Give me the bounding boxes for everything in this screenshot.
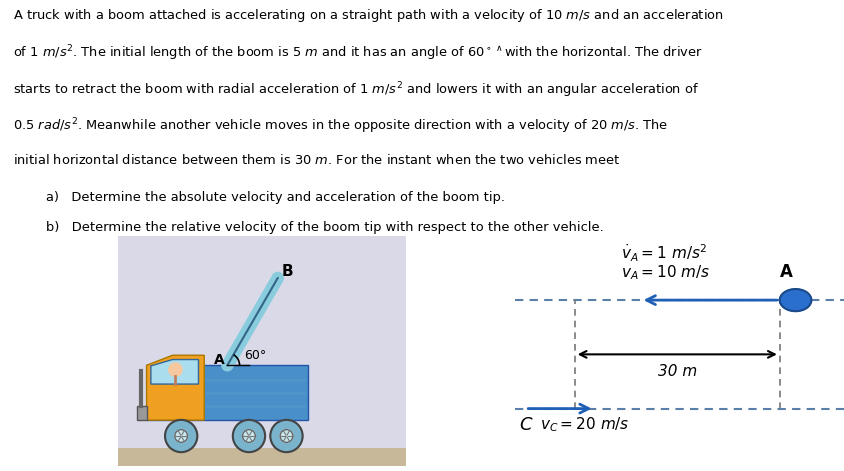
Text: $\mathit{C}$: $\mathit{C}$ [518, 415, 533, 433]
Circle shape [270, 420, 302, 452]
Text: 60°: 60° [244, 349, 266, 362]
Text: b)   Determine the relative velocity of the boom tip with respect to the other v: b) Determine the relative velocity of th… [46, 221, 603, 235]
Circle shape [242, 430, 255, 442]
Text: of 1 $m/s^2$. The initial length of the boom is 5 $m$ and it has an angle of 60$: of 1 $m/s^2$. The initial length of the … [13, 44, 701, 63]
Polygon shape [138, 406, 146, 420]
Text: A: A [214, 353, 224, 367]
Circle shape [779, 289, 810, 311]
Circle shape [165, 420, 197, 452]
Polygon shape [146, 365, 308, 420]
Circle shape [175, 430, 187, 442]
Circle shape [169, 363, 181, 376]
Text: initial horizontal distance between them is 30 $m$. For the instant when the two: initial horizontal distance between them… [13, 153, 619, 167]
Circle shape [280, 430, 293, 442]
Text: 30 m: 30 m [657, 364, 696, 379]
Text: $\mathbf{A}$: $\mathbf{A}$ [778, 263, 793, 281]
Polygon shape [146, 355, 204, 420]
Text: B: B [281, 264, 293, 279]
Text: $v_C = 20\ m/s$: $v_C = 20\ m/s$ [539, 415, 629, 434]
Text: 0.5 $rad/s^2$. Meanwhile another vehicle moves in the opposite direction with a : 0.5 $rad/s^2$. Meanwhile another vehicle… [13, 116, 668, 136]
Text: $v_A = 10\ m/s$: $v_A = 10\ m/s$ [620, 263, 710, 282]
Text: $\dot{v}_A = 1\ m/s^2$: $\dot{v}_A = 1\ m/s^2$ [620, 243, 706, 264]
Polygon shape [151, 359, 198, 384]
FancyBboxPatch shape [117, 236, 406, 466]
Polygon shape [117, 447, 406, 466]
Text: A truck with a boom attached is accelerating on a straight path with a velocity : A truck with a boom attached is accelera… [13, 7, 722, 24]
Text: a)   Determine the absolute velocity and acceleration of the boom tip.: a) Determine the absolute velocity and a… [46, 191, 505, 204]
Circle shape [233, 420, 265, 452]
Text: starts to retract the boom with radial acceleration of 1 $m/s^2$ and lowers it w: starts to retract the boom with radial a… [13, 80, 698, 100]
